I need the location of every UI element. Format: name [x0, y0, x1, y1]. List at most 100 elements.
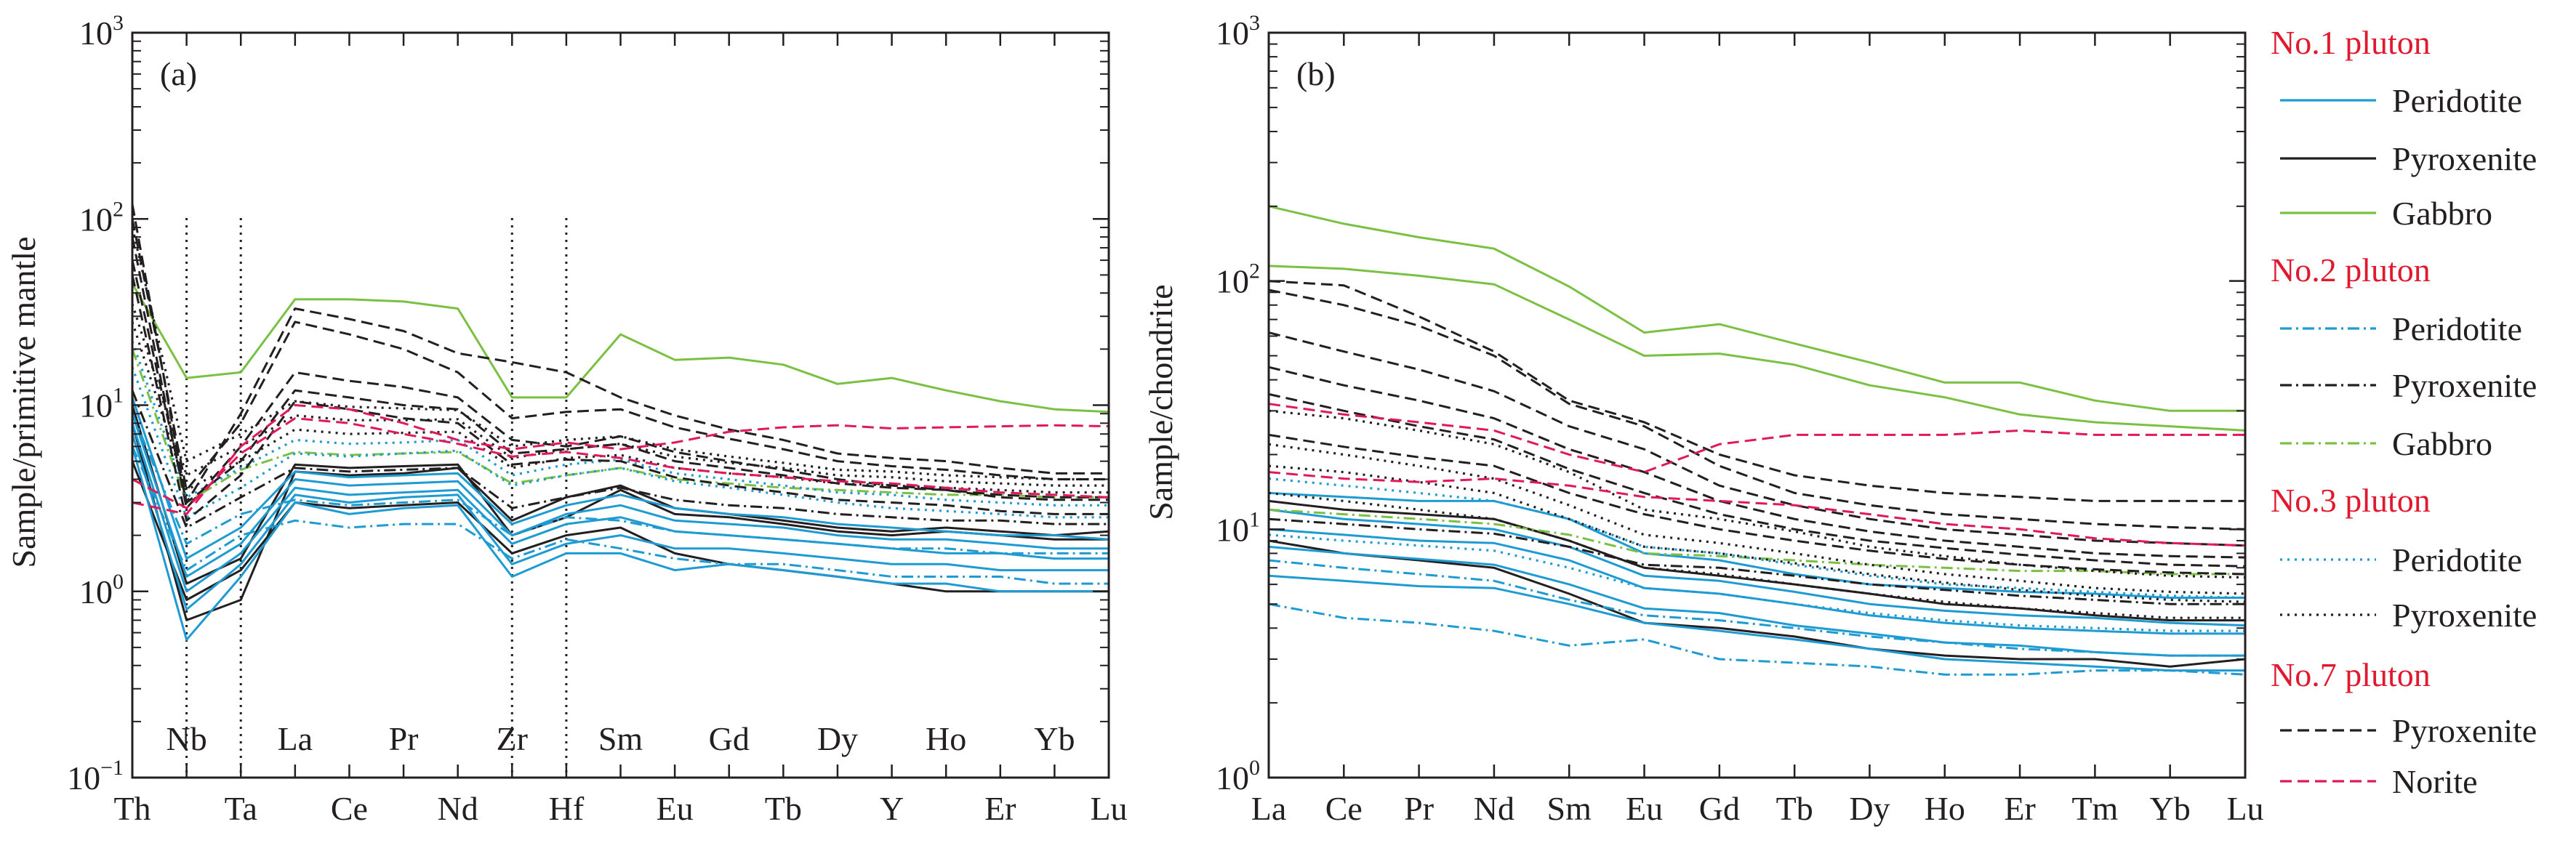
series-line-peridotite [1268, 508, 2246, 627]
y-tick-base: 10 [79, 573, 113, 610]
legend: No.1 pluton Peridotite Pyroxenite Gabbro No.… [2271, 24, 2537, 800]
series-line-peridotite [131, 445, 1109, 585]
x-tick-label: La [1251, 790, 1287, 827]
y-tick-base: 10 [1216, 263, 1249, 300]
series-line-gabbro [1268, 205, 2245, 412]
series-line-gabbro [1268, 265, 2246, 432]
series-line-norite [1268, 471, 2246, 547]
y-tick-exponent: 2 [1249, 259, 1260, 283]
legend-item-label: Peridotite [2392, 310, 2522, 347]
y-tick-exponent: 3 [1249, 11, 1260, 35]
series-line-peridotite [1268, 602, 2246, 676]
y-tick-label: 100 [79, 570, 124, 610]
x-tick-label: Er [984, 790, 1016, 827]
legend-group-title: No.7 pluton [2271, 656, 2431, 693]
x-tick-label: Y [880, 790, 904, 827]
series-line-peridotite [131, 433, 1109, 611]
series-line-peridotite [131, 366, 1109, 519]
legend-item-label: Peridotite [2392, 541, 2522, 578]
legend-item-label: Norite [2392, 763, 2478, 800]
legend-group-title: No.3 pluton [2271, 482, 2431, 519]
series-line-pyroxenite [1268, 331, 2246, 547]
series-line-norite [132, 404, 1110, 515]
y-tick-base: 10 [67, 759, 100, 796]
y-tick-base: 10 [1216, 15, 1249, 52]
series-line-norite [132, 417, 1110, 509]
x-tick-label-inner: Yb [1034, 720, 1075, 757]
series-line-norite [1268, 403, 2245, 474]
y-tick-exponent: 0 [113, 570, 124, 594]
series-line-peridotite [1268, 491, 2245, 599]
x-tick-label: Ce [1325, 790, 1363, 827]
series-line-pyroxenite [1268, 280, 2245, 502]
y-tick-label: 102 [79, 197, 124, 238]
x-tick-label: Eu [657, 790, 694, 827]
series-line-peridotite [131, 445, 1109, 641]
series-line-pyroxenite [1268, 539, 2246, 668]
x-tick-label: Hf [549, 790, 585, 827]
y-tick-label: 103 [1216, 11, 1260, 52]
series-line-gabbro [131, 283, 1110, 414]
series-line-pyroxenite [131, 219, 1109, 491]
legend-item-label: Pyroxenite [2392, 712, 2537, 749]
x-tick-label: Nd [1474, 790, 1514, 827]
y-tick-base: 10 [79, 201, 113, 238]
series-line-pyroxenite [1268, 392, 2246, 568]
y-tick-label: 101 [1216, 507, 1260, 548]
y-tick-exponent: 1 [1249, 507, 1260, 531]
series-line-peridotite [131, 413, 1109, 554]
series-line-peridotite [131, 397, 1110, 560]
x-tick-label-inner: Pr [389, 720, 419, 757]
x-tick-label-inner: Ho [926, 720, 966, 757]
x-tick-label-inner: Dy [817, 720, 858, 757]
y-tick-exponent: 0 [1249, 756, 1260, 780]
y-tick-base: 10 [1216, 759, 1249, 796]
panel-label: (a) [160, 55, 197, 92]
panel-label: (b) [1296, 55, 1336, 92]
series-line-pyroxenite [131, 390, 1109, 529]
x-tick-label: Ho [1925, 790, 1965, 827]
series-line-gabbro [131, 348, 1109, 504]
series-line-pyroxenite [1268, 366, 2246, 559]
series-line-pyroxenite [1268, 433, 2246, 576]
y-tick-label: 10−1 [67, 756, 124, 796]
series-line-peridotite [131, 413, 1109, 578]
legend-item-label: Gabbro [2392, 195, 2492, 232]
y-tick-exponent: 3 [113, 11, 124, 35]
plot-frame [1267, 31, 2247, 779]
x-tick-label: Ta [225, 790, 257, 827]
y-tick-exponent: 1 [113, 384, 124, 408]
legend-item-label: Gabbro [2392, 425, 2492, 462]
legend-group-title: No.1 pluton [2271, 24, 2431, 61]
x-tick-label: Gd [1699, 790, 1740, 827]
series-line-gabbro [1268, 508, 2245, 576]
x-tick-label: Tm [2071, 790, 2118, 827]
y-tick-base: 10 [79, 15, 113, 52]
x-tick-label-inner: Sm [598, 720, 643, 757]
y-tick-base: 10 [79, 387, 113, 424]
x-tick-label-inner: La [278, 720, 313, 757]
legend-item-label: Pyroxenite [2392, 597, 2537, 634]
x-tick-label: Yb [2150, 790, 2191, 827]
y-tick-label: 102 [1216, 259, 1260, 300]
y-tick-label: 103 [79, 11, 124, 52]
y-tick-exponent: −1 [100, 756, 124, 780]
x-tick-label: Ce [331, 790, 368, 827]
series-line-pyroxenite [131, 275, 1109, 522]
x-tick-label: Tb [1776, 790, 1813, 827]
x-tick-label-inner: Gd [709, 720, 750, 757]
series-line-pyroxenite [1268, 289, 2246, 531]
legend-item-label: Pyroxenite [2392, 140, 2537, 177]
y-axis-label: Sample/primitive mantle [5, 236, 42, 568]
series-line-pyroxenite [1268, 499, 2245, 622]
x-tick-label: Er [2004, 790, 2035, 827]
series-line-pyroxenite [131, 203, 1109, 504]
y-tick-exponent: 2 [113, 197, 124, 221]
series-line-peridotite [1268, 574, 2245, 672]
x-tick-label: Pr [1404, 790, 1434, 827]
series-line-peridotite [131, 422, 1109, 593]
x-tick-label: Lu [1090, 790, 1127, 827]
